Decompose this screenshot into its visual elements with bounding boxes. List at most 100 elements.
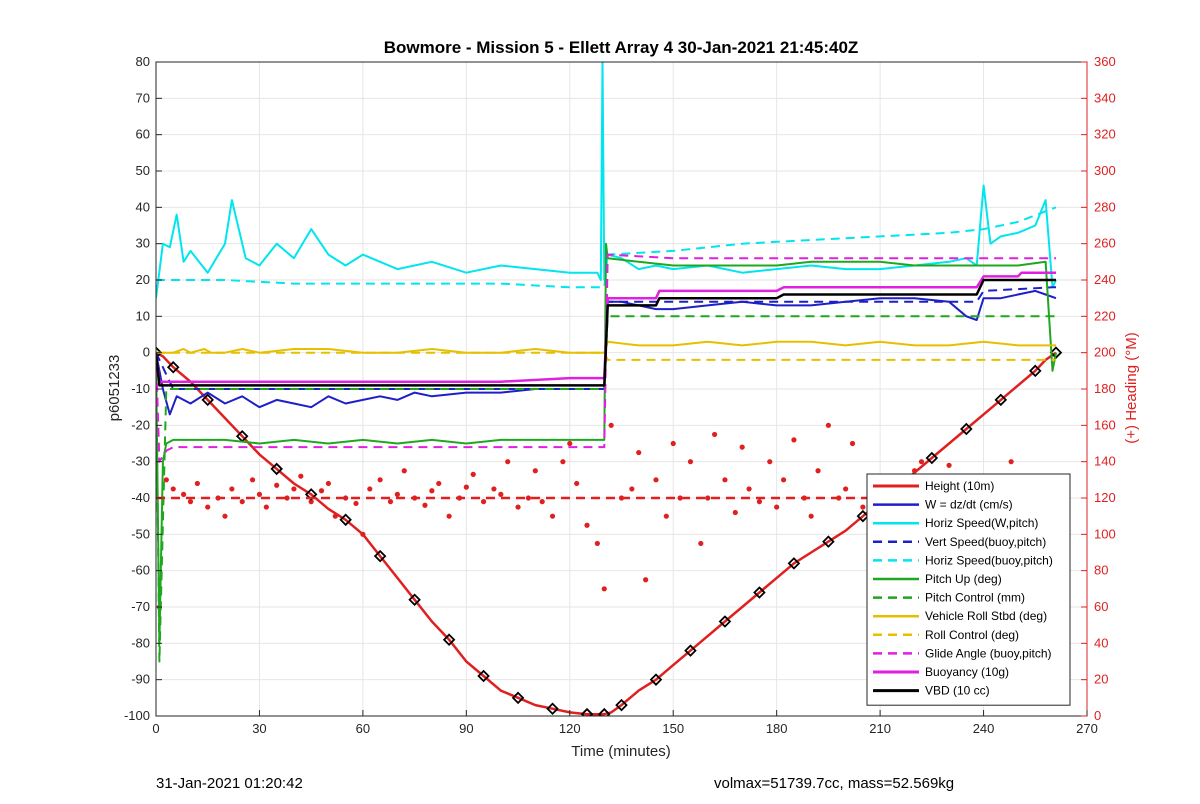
height-marker (546, 702, 559, 716)
heading-point (515, 504, 521, 510)
y-tick-label: -40 (131, 490, 150, 505)
heading-point (653, 477, 659, 483)
footer-timestamp: 31-Jan-2021 01:20:42 (156, 775, 303, 792)
heading-point (705, 495, 711, 501)
y2-tick-label: 80 (1094, 563, 1108, 578)
heading-point (601, 586, 607, 592)
heading-point (574, 480, 580, 487)
x-tick-label: 60 (356, 721, 370, 736)
heading-point (815, 468, 821, 474)
x-axis-label: Time (minutes) (571, 743, 670, 760)
heading-point (205, 504, 211, 510)
y-tick-label: -70 (131, 599, 150, 614)
legend-entry: W = dz/dt (cm/s) (925, 498, 1013, 512)
heading-point (377, 477, 383, 483)
heading-point (394, 491, 400, 497)
legend-entry: Horiz Speed(W,pitch) (925, 516, 1038, 530)
heading-point (318, 488, 325, 494)
heading-point (422, 502, 428, 508)
y2-tick-label: 0 (1094, 708, 1101, 723)
heading-point (298, 473, 304, 479)
heading-point (532, 468, 538, 474)
height-marker (684, 644, 697, 657)
y-tick-label: 50 (136, 163, 150, 178)
y-tick-label: 0 (143, 345, 150, 360)
x-tick-label: 150 (662, 721, 684, 736)
height-marker (442, 633, 456, 646)
heading-point (498, 491, 504, 497)
y2-tick-label: 140 (1094, 454, 1116, 469)
height-marker (201, 393, 214, 407)
y-tick-label: 20 (136, 272, 150, 287)
y2-tick-label: 220 (1094, 308, 1116, 323)
heading-point (670, 440, 676, 447)
y2-tick-label: 300 (1094, 163, 1116, 178)
x-tick-label: 0 (152, 721, 159, 736)
heading-point (825, 422, 831, 428)
heading-point (843, 486, 849, 492)
heading-point (263, 504, 269, 510)
heading-point (505, 459, 511, 465)
y-axis-label: p6051233 (106, 355, 123, 422)
y-tick-label: 10 (136, 308, 150, 323)
legend-entry: Roll Control (deg) (925, 628, 1019, 642)
x-tick-label: 30 (252, 721, 266, 736)
legend-entry: Pitch Up (deg) (925, 572, 1002, 586)
y2-tick-label: 160 (1094, 417, 1116, 432)
heading-point (722, 477, 728, 483)
heading-point (687, 459, 694, 465)
legend-entry: Vert Speed(buoy,pitch) (925, 535, 1046, 549)
series-line-4 (156, 206, 1057, 289)
heading-point (491, 486, 497, 492)
heading-point (180, 491, 187, 497)
legend-entry: Vehicle Roll Stbd (deg) (925, 609, 1047, 623)
y-tick-label: -60 (131, 563, 150, 578)
y-tick-label: -20 (131, 417, 150, 432)
heading-point (567, 440, 573, 447)
y2-tick-label: 260 (1094, 236, 1116, 251)
heading-point (560, 459, 566, 465)
series-line-5 (156, 242, 1057, 645)
heading-point (325, 480, 332, 487)
heading-point (470, 471, 476, 477)
heading-point (860, 504, 866, 510)
y2-tick-label: 100 (1094, 526, 1116, 541)
x-tick-label: 210 (869, 721, 891, 736)
y2-tick-label: 280 (1094, 199, 1116, 214)
y2-axis-label: (+) Heading (°M) (1123, 332, 1140, 443)
y2-tick-label: 320 (1094, 127, 1116, 142)
heading-point (308, 499, 314, 505)
heading-point (808, 513, 814, 519)
series-line-10 (156, 271, 1056, 383)
series-line-8 (156, 351, 1056, 361)
axes: 0 30 60 90 120 150 180 210 240 270-100-90-80-70-6… (124, 54, 1116, 736)
x-tick-label: 270 (1076, 721, 1098, 736)
legend-entry: VBD (10 cc) (925, 684, 990, 698)
heading-point (739, 444, 745, 450)
y-tick-label: -100 (124, 708, 150, 723)
y2-tick-label: 20 (1094, 672, 1108, 687)
heading-point (274, 482, 280, 488)
heading-point (249, 477, 256, 483)
heading-point (636, 449, 642, 456)
y2-tick-label: 240 (1094, 272, 1116, 287)
heading-point (343, 495, 349, 501)
heading-point (663, 513, 669, 519)
y-tick-label: 70 (136, 90, 150, 105)
heading-point (643, 577, 649, 583)
heading-point (539, 499, 545, 505)
y2-tick-label: 120 (1094, 490, 1116, 505)
height-marker (822, 535, 835, 548)
heading-point (222, 513, 228, 519)
height-marker (408, 593, 421, 607)
x-tick-label: 240 (973, 721, 995, 736)
heading-point (387, 499, 394, 505)
heading-point (712, 431, 718, 438)
height-marker (994, 393, 1008, 407)
height-marker (511, 691, 525, 705)
height-marker (787, 557, 801, 570)
legend-entry: Glide Angle (buoy,pitch) (925, 646, 1052, 660)
height-marker (373, 549, 387, 563)
legend-entry: Height (10m) (925, 479, 994, 493)
heading-point (291, 486, 297, 492)
